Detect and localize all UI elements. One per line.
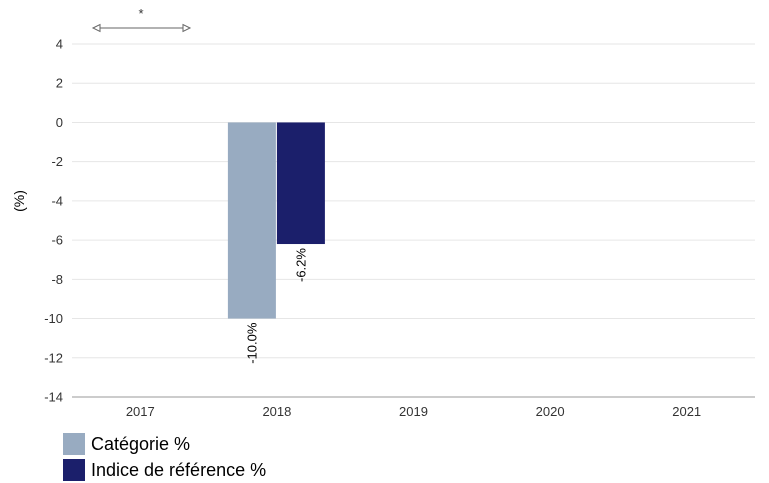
bar[interactable] [227, 122, 276, 319]
x-tick-label: 2020 [536, 404, 565, 419]
y-tick-label: -2 [51, 154, 63, 169]
x-tick-label: 2019 [399, 404, 428, 419]
arrow-right-icon [182, 23, 192, 33]
y-tick-label: -10 [44, 311, 63, 326]
legend-label-category: Catégorie % [91, 433, 191, 454]
legend-item-category[interactable]: Catégorie % [63, 431, 266, 457]
data-label: -10.0% [244, 322, 259, 364]
arrow-left-icon [91, 23, 101, 33]
period-range-marker: * [91, 6, 192, 33]
y-tick-label: -6 [51, 233, 63, 248]
legend: Catégorie % Indice de référence % [63, 431, 266, 483]
y-tick-label: -14 [44, 390, 63, 405]
y-tick-label: 4 [56, 37, 63, 52]
x-tick-label: 2021 [672, 404, 701, 419]
grid-lines [72, 43, 755, 398]
legend-item-benchmark[interactable]: Indice de référence % [63, 457, 266, 483]
y-tick-label: -12 [44, 350, 63, 365]
legend-swatch-benchmark [63, 459, 85, 481]
y-tick-label: 2 [56, 76, 63, 91]
bars [227, 122, 325, 319]
period-marker-asterisk: * [138, 6, 143, 21]
y-axis-ticks: 4 2 0 -2 -4 -6 -8 -10 -12 -14 [44, 37, 63, 405]
y-tick-label: -4 [51, 193, 63, 208]
bar[interactable] [276, 122, 325, 245]
x-axis-ticks: 2017 2018 2019 2020 2021 [126, 404, 701, 419]
y-axis-title: (%) [11, 190, 27, 212]
x-tick-label: 2017 [126, 404, 155, 419]
legend-swatch-category [63, 433, 85, 455]
data-labels: -10.0% -6.2% [244, 248, 308, 364]
data-label: -6.2% [293, 248, 308, 282]
legend-label-benchmark: Indice de référence % [91, 459, 267, 480]
x-tick-label: 2018 [262, 404, 291, 419]
y-tick-label: 0 [56, 115, 63, 130]
y-tick-label: -8 [51, 272, 63, 287]
